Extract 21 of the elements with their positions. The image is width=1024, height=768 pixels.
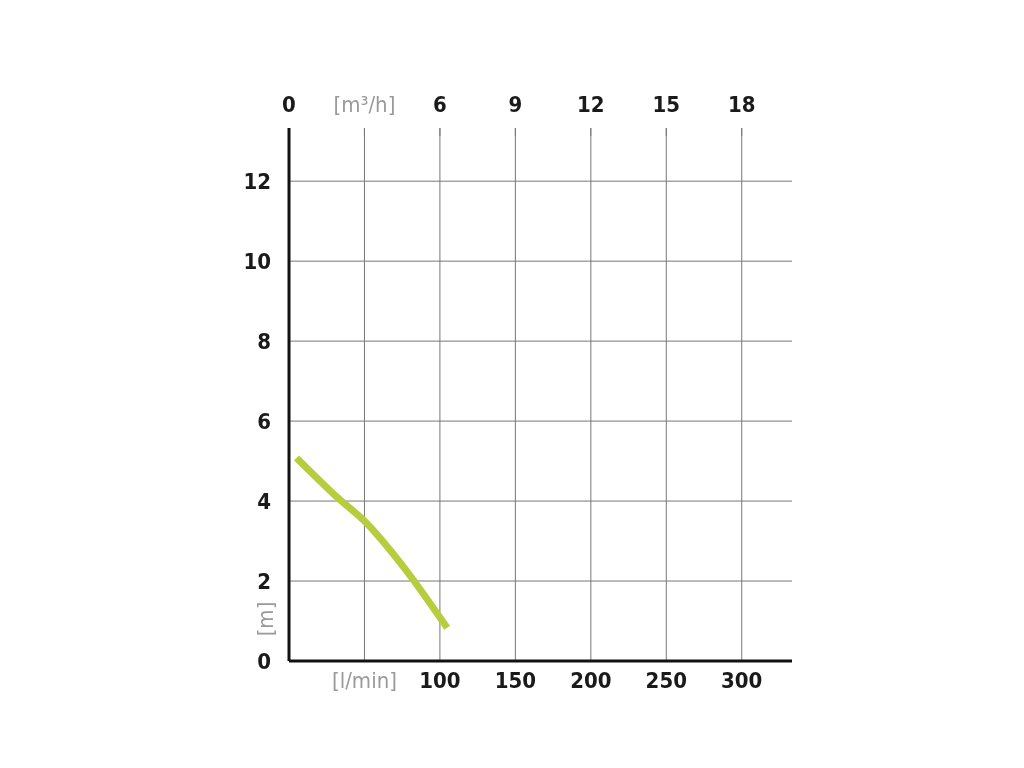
y-tick-label: 2 [257, 569, 271, 595]
x-tick-label: 200 [570, 668, 612, 693]
y-axis-title: [m] [253, 601, 278, 637]
x2-tick-label: 18 [727, 92, 756, 117]
y-tick-label: 8 [257, 329, 271, 355]
x-tick-label: 150 [494, 668, 537, 693]
y-tick-label: 0 [257, 649, 271, 674]
y-tick-label: 6 [257, 409, 271, 435]
x2-tick-label: 9 [508, 92, 523, 117]
x-axis-title: [l/min] [331, 668, 397, 693]
x2-tick-label: 0 [282, 92, 296, 117]
x2-tick-label: 6 [433, 92, 447, 117]
y-tick-label: 10 [243, 249, 271, 275]
x2-tick-label: 12 [577, 92, 605, 117]
x2-axis-title: [m³/h] [333, 92, 396, 117]
x-tick-label: 300 [721, 668, 763, 693]
x-tick-label: 250 [645, 668, 687, 693]
y-tick-label: 4 [257, 489, 271, 515]
x-tick-label: 100 [419, 668, 461, 693]
y-tick-label: 12 [243, 169, 271, 195]
x2-tick-label: 15 [652, 92, 681, 117]
